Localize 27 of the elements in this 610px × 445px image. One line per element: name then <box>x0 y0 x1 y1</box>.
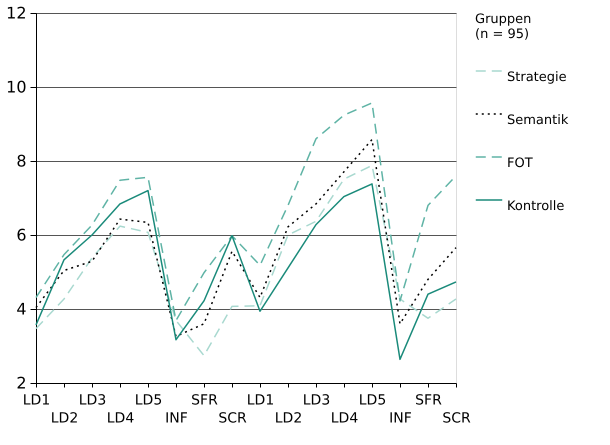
y-tick-label: 12 <box>6 4 26 22</box>
y-tick-label: 8 <box>16 152 26 170</box>
legend-label: FOT <box>507 156 533 171</box>
x-tick-label: LD3 <box>302 392 330 408</box>
x-tick-label: LD2 <box>50 410 78 426</box>
x-tick-label: SFR <box>191 392 218 408</box>
legend-label: Semantik <box>507 113 569 128</box>
x-tick-label: LD4 <box>330 410 358 426</box>
x-tick-label: LD5 <box>134 392 162 408</box>
x-tick-label: SCR <box>442 410 471 426</box>
y-tick-label: 4 <box>16 300 26 318</box>
x-tick-label: SFR <box>415 392 442 408</box>
y-tick-label: 2 <box>16 374 26 392</box>
x-tick-label: LD4 <box>106 410 134 426</box>
x-tick-label: INF <box>165 410 188 426</box>
x-tick-label: LD1 <box>246 392 274 408</box>
y-tick-label: 10 <box>6 78 26 96</box>
x-tick-label: LD3 <box>78 392 106 408</box>
legend-label: Kontrolle <box>507 199 564 214</box>
x-tick-label: SCR <box>218 410 247 426</box>
legend-label: Strategie <box>507 70 567 85</box>
y-tick-label: 6 <box>16 226 26 244</box>
x-tick-label: LD2 <box>274 410 302 426</box>
x-tick-label: LD5 <box>358 392 386 408</box>
x-tick-label: LD1 <box>22 392 50 408</box>
x-tick-label: INF <box>389 410 412 426</box>
legend-title: Gruppen (n = 95) <box>475 12 532 42</box>
